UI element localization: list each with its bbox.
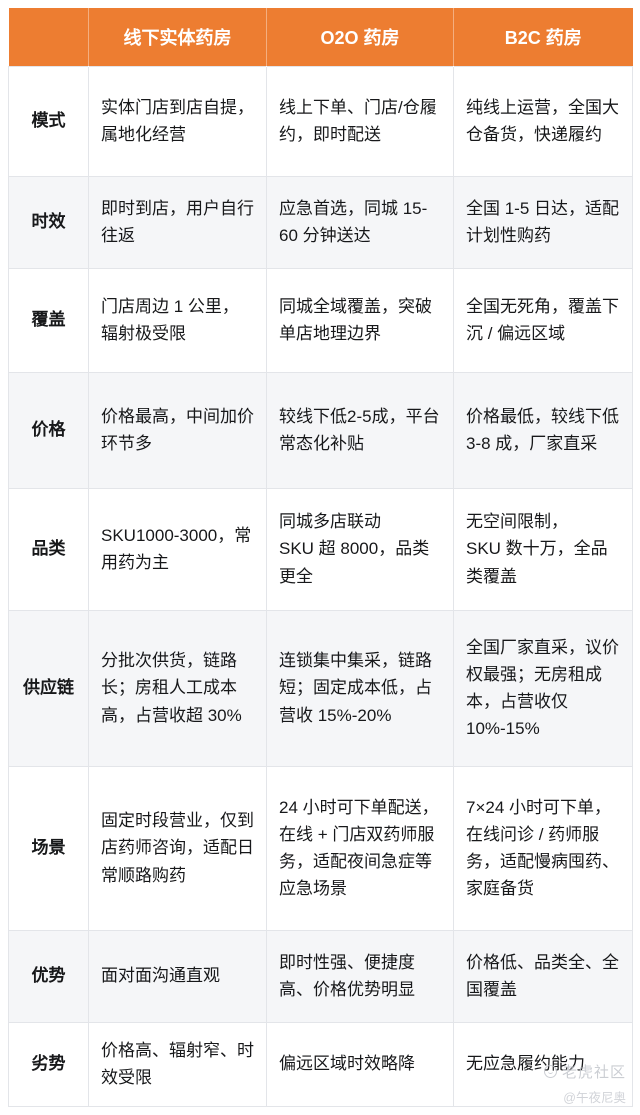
cell-o2o: 即时性强、便捷度高、价格优势明显 <box>266 929 454 1023</box>
cell-b2c: 纯线上运营，全国大仓备货，快递履约 <box>453 65 633 177</box>
cell-o2o: 应急首选，同城 15-60 分钟送达 <box>266 175 454 269</box>
row-label: 劣势 <box>8 1021 89 1107</box>
cell-offline: 即时到店，用户自行往返 <box>88 175 267 269</box>
table-row-price: 价格 价格最高，中间加价环节多 较线下低2-5成，平台常态化补贴 价格最低，较线… <box>8 371 633 489</box>
cell-offline: 门店周边 1 公里，辐射极受限 <box>88 267 267 373</box>
cell-b2c: 无应急履约能力 <box>453 1021 633 1107</box>
cell-b2c: 全国无死角，覆盖下沉 / 偏远区域 <box>453 267 633 373</box>
row-label: 时效 <box>8 175 89 269</box>
table-row-supply-chain: 供应链 分批次供货，链路长；房租人工成本高，占营收超 30% 连锁集中集采，链路… <box>8 609 633 767</box>
header-cell-offline-pharmacy: 线下实体药房 <box>88 8 267 66</box>
table-row-scenario: 场景 固定时段营业，仅到店药师咨询，适配日常顺路购药 24 小时可下单配送，在线… <box>8 765 633 931</box>
table-row-disadvantages: 劣势 价格高、辐射窄、时效受限 偏远区域时效略降 无应急履约能力 <box>8 1021 633 1107</box>
cell-offline: 面对面沟通直观 <box>88 929 267 1023</box>
cell-b2c: 价格低、品类全、全国覆盖 <box>453 929 633 1023</box>
table-row-category: 品类 SKU1000-3000，常用药为主 同城多店联动 SKU 超 8000，… <box>8 487 633 611</box>
table-header: 线下实体药房 O2O 药房 B2C 药房 <box>8 8 633 66</box>
row-label: 供应链 <box>8 609 89 767</box>
table-row-mode: 模式 实体门店到店自提，属地化经营 线上下单、门店/仓履约，即时配送 纯线上运营… <box>8 65 633 177</box>
cell-o2o: 偏远区域时效略降 <box>266 1021 454 1107</box>
cell-offline: 实体门店到店自提，属地化经营 <box>88 65 267 177</box>
cell-o2o: 较线下低2-5成，平台常态化补贴 <box>266 371 454 489</box>
table-row-coverage: 覆盖 门店周边 1 公里，辐射极受限 同城全域覆盖，突破单店地理边界 全国无死角… <box>8 267 633 373</box>
table-body: 模式 实体门店到店自提，属地化经营 线上下单、门店/仓履约，即时配送 纯线上运营… <box>8 65 633 1107</box>
row-label: 模式 <box>8 65 89 177</box>
cell-o2o: 24 小时可下单配送，在线 + 门店双药师服务，适配夜间急症等应急场景 <box>266 765 454 931</box>
row-label: 优势 <box>8 929 89 1023</box>
cell-b2c: 价格最低，较线下低 3-8 成，厂家直采 <box>453 371 633 489</box>
table-row-timeliness: 时效 即时到店，用户自行往返 应急首选，同城 15-60 分钟送达 全国 1-5… <box>8 175 633 269</box>
cell-o2o: 同城全域覆盖，突破单店地理边界 <box>266 267 454 373</box>
cell-o2o: 线上下单、门店/仓履约，即时配送 <box>266 65 454 177</box>
cell-o2o: 连锁集中集采，链路短；固定成本低，占营收 15%-20% <box>266 609 454 767</box>
cell-offline: 分批次供货，链路长；房租人工成本高，占营收超 30% <box>88 609 267 767</box>
cell-b2c: 无空间限制， SKU 数十万，全品类覆盖 <box>453 487 633 611</box>
cell-o2o: 同城多店联动 SKU 超 8000，品类更全 <box>266 487 454 611</box>
row-label: 覆盖 <box>8 267 89 373</box>
header-cell-b2c-pharmacy: B2C 药房 <box>453 8 633 66</box>
cell-offline: 固定时段营业，仅到店药师咨询，适配日常顺路购药 <box>88 765 267 931</box>
cell-b2c: 全国 1-5 日达，适配计划性购药 <box>453 175 633 269</box>
row-label: 价格 <box>8 371 89 489</box>
table-row-advantages: 优势 面对面沟通直观 即时性强、便捷度高、价格优势明显 价格低、品类全、全国覆盖 <box>8 929 633 1023</box>
cell-offline: 价格最高，中间加价环节多 <box>88 371 267 489</box>
header-row: 线下实体药房 O2O 药房 B2C 药房 <box>8 8 633 66</box>
row-label: 场景 <box>8 765 89 931</box>
pharmacy-comparison-table: 线下实体药房 O2O 药房 B2C 药房 模式 实体门店到店自提，属地化经营 线… <box>8 8 633 1107</box>
row-label: 品类 <box>8 487 89 611</box>
cell-b2c: 全国厂家直采，议价权最强；无房租成本，占营收仅 10%-15% <box>453 609 633 767</box>
cell-b2c: 7×24 小时可下单，在线问诊 / 药师服务，适配慢病囤药、家庭备货 <box>453 765 633 931</box>
cell-offline: 价格高、辐射窄、时效受限 <box>88 1021 267 1107</box>
cell-offline: SKU1000-3000，常用药为主 <box>88 487 267 611</box>
header-cell-blank <box>8 8 89 66</box>
header-cell-o2o-pharmacy: O2O 药房 <box>266 8 454 66</box>
